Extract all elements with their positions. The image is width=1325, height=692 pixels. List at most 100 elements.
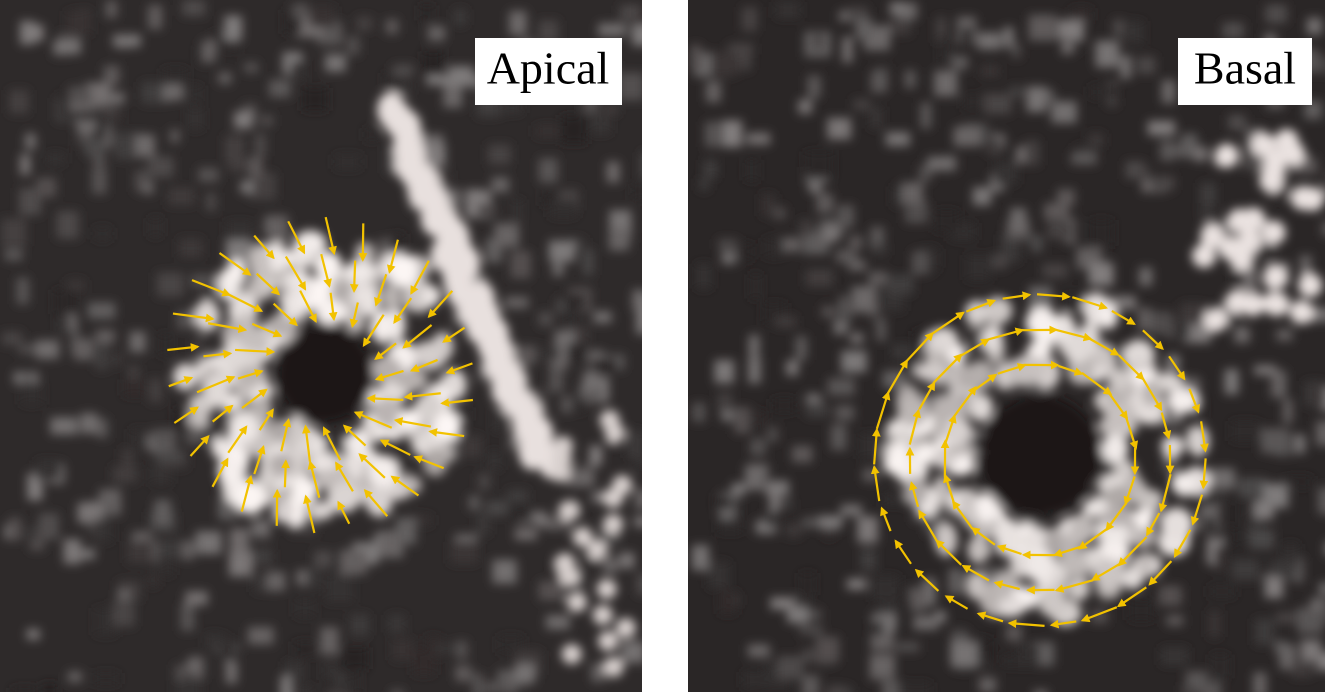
speckle bbox=[870, 654, 895, 677]
speckle bbox=[143, 182, 154, 194]
speckle bbox=[46, 153, 65, 163]
speckle bbox=[179, 239, 202, 258]
speckle bbox=[837, 205, 854, 228]
speckle bbox=[512, 200, 522, 221]
speckle bbox=[1313, 386, 1323, 404]
speckle bbox=[1234, 327, 1249, 343]
lumen bbox=[980, 395, 1100, 515]
bright-wall bbox=[1262, 220, 1286, 244]
speckle bbox=[469, 496, 480, 510]
speckle bbox=[1051, 101, 1076, 123]
figure: Apical Basal bbox=[0, 0, 1325, 692]
speckle bbox=[68, 672, 82, 682]
speckle bbox=[539, 581, 565, 600]
speckle bbox=[795, 336, 807, 360]
speckle bbox=[835, 405, 854, 420]
speckle bbox=[927, 157, 954, 171]
speckle bbox=[2, 332, 22, 345]
speckle bbox=[1162, 80, 1176, 103]
speckle bbox=[714, 360, 734, 383]
speckle bbox=[1164, 144, 1183, 158]
speckle bbox=[708, 562, 729, 589]
speckle bbox=[1193, 147, 1208, 162]
speckle bbox=[921, 102, 932, 128]
speckle bbox=[1139, 267, 1152, 286]
speckle bbox=[229, 553, 252, 576]
speckle bbox=[641, 152, 659, 178]
speckle bbox=[12, 688, 37, 692]
speckle bbox=[869, 271, 887, 285]
speckle bbox=[803, 648, 814, 663]
speckle bbox=[230, 528, 249, 554]
speckle bbox=[94, 519, 105, 540]
speckle bbox=[36, 340, 59, 358]
speckle bbox=[1181, 686, 1196, 692]
speckle bbox=[603, 561, 618, 573]
speckle bbox=[1090, 86, 1117, 97]
myocardium bbox=[998, 598, 1025, 617]
speckle bbox=[1209, 611, 1220, 637]
speckle bbox=[281, 676, 292, 692]
myocardium bbox=[365, 486, 388, 514]
speckle bbox=[1010, 208, 1026, 233]
arrow bbox=[354, 261, 355, 292]
speckle bbox=[356, 17, 372, 31]
speckle bbox=[1048, 222, 1074, 239]
speckle bbox=[1253, 672, 1266, 692]
speckle bbox=[325, 54, 346, 71]
myocardium bbox=[1188, 425, 1210, 456]
speckle bbox=[954, 127, 982, 147]
speckle bbox=[1138, 167, 1150, 177]
speckle bbox=[961, 27, 973, 45]
speckle bbox=[905, 70, 916, 88]
myocardium bbox=[1160, 508, 1193, 541]
bright-wall bbox=[559, 566, 579, 586]
speckle bbox=[80, 549, 95, 559]
speckle bbox=[739, 243, 752, 259]
speckle bbox=[177, 310, 193, 328]
myocardium bbox=[1105, 401, 1137, 429]
speckle bbox=[591, 663, 605, 681]
speckle bbox=[1203, 516, 1216, 532]
speckle bbox=[202, 40, 216, 61]
speckle bbox=[509, 11, 526, 35]
speckle bbox=[350, 614, 368, 636]
speckle bbox=[939, 36, 951, 62]
bright-wall bbox=[603, 657, 623, 677]
speckle bbox=[386, 19, 398, 34]
speckle bbox=[289, 685, 312, 692]
speckle bbox=[1318, 487, 1325, 513]
bright-wall bbox=[1263, 149, 1287, 173]
speckle bbox=[792, 446, 813, 463]
myocardium bbox=[944, 418, 973, 445]
bright-wall bbox=[1291, 186, 1315, 210]
speckle bbox=[720, 590, 736, 614]
speckle bbox=[487, 452, 501, 470]
myocardium bbox=[234, 481, 266, 515]
speckle bbox=[538, 312, 553, 326]
speckle bbox=[934, 211, 959, 231]
speckle bbox=[423, 51, 443, 75]
arrow bbox=[285, 461, 286, 487]
speckle bbox=[561, 396, 571, 413]
speckle bbox=[847, 579, 866, 590]
bright-wall bbox=[597, 579, 617, 599]
speckle bbox=[1263, 483, 1288, 508]
speckle bbox=[556, 299, 566, 312]
speckle bbox=[886, 275, 914, 295]
speckle bbox=[1307, 18, 1322, 34]
speckle bbox=[154, 500, 171, 525]
speckle bbox=[478, 474, 490, 490]
speckle bbox=[896, 642, 920, 652]
speckle bbox=[20, 154, 30, 174]
panel-label: Basal bbox=[1194, 43, 1296, 94]
speckle bbox=[84, 139, 105, 156]
speckle bbox=[297, 570, 308, 585]
speckle bbox=[821, 306, 834, 318]
speckle bbox=[824, 228, 839, 242]
speckle bbox=[816, 194, 833, 213]
myocardium bbox=[966, 571, 986, 600]
speckle bbox=[799, 625, 823, 636]
myocardium bbox=[371, 310, 392, 344]
speckle bbox=[96, 330, 115, 343]
